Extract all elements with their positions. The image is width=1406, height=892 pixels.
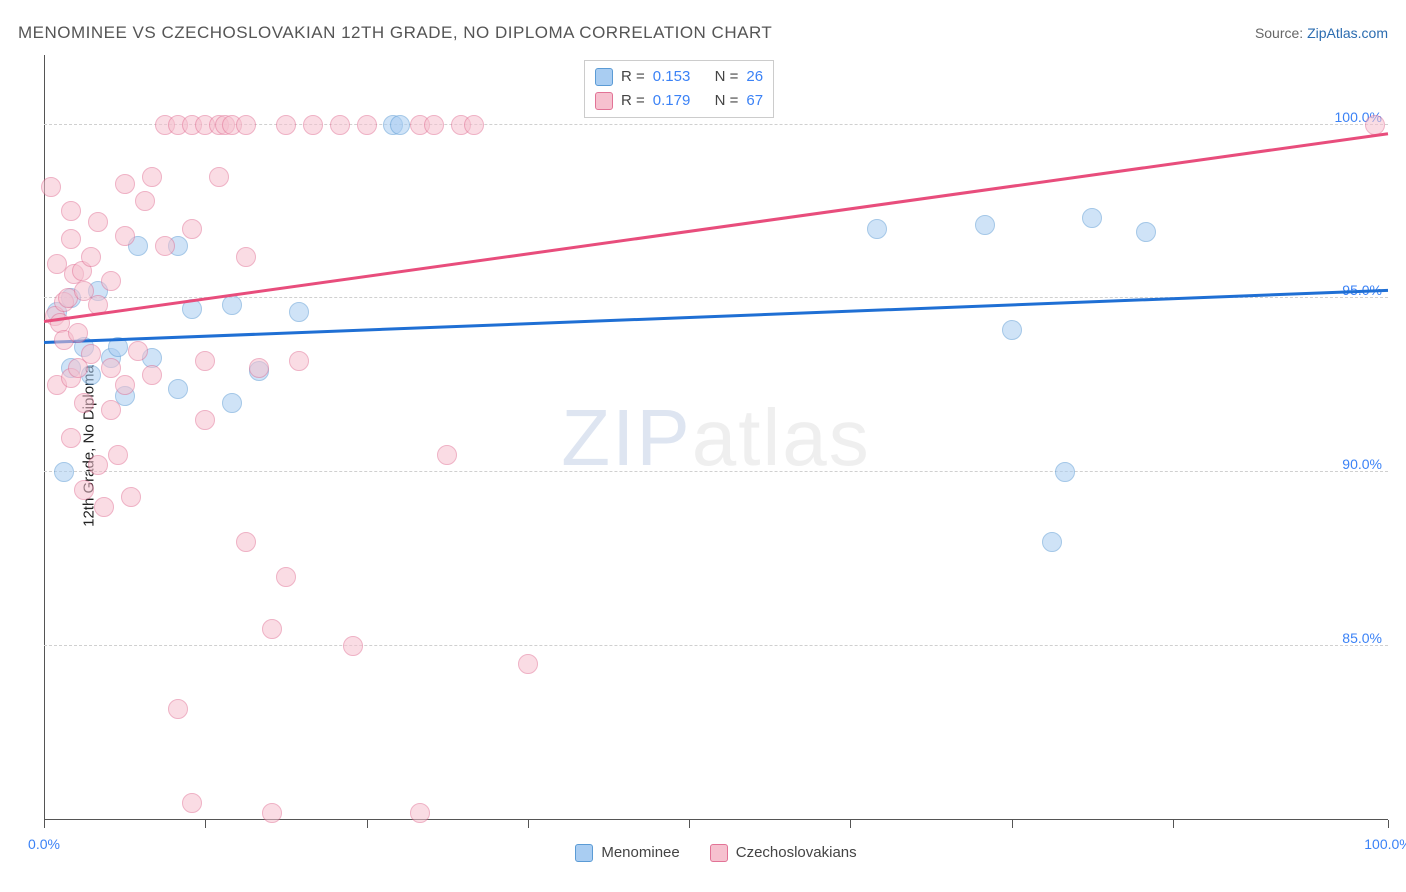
data-point: [236, 115, 256, 135]
series-legend: Menominee Czechoslovakians: [44, 844, 1388, 862]
x-tick: [850, 820, 851, 828]
plot-area: ZIPatlas R = 0.153 N = 26 R = 0.179 N = …: [44, 55, 1388, 820]
data-point: [142, 167, 162, 187]
data-point: [182, 793, 202, 813]
data-point: [61, 229, 81, 249]
data-point: [128, 341, 148, 361]
data-point: [81, 247, 101, 267]
legend-row-menominee: R = 0.153 N = 26: [595, 65, 763, 89]
data-point: [61, 428, 81, 448]
data-point: [195, 351, 215, 371]
gridline: [44, 471, 1388, 472]
legend-swatch-icon: [710, 844, 728, 862]
data-point: [108, 445, 128, 465]
legend-row-czech: R = 0.179 N = 67: [595, 89, 763, 113]
data-point: [121, 487, 141, 507]
chart-container: MENOMINEE VS CZECHOSLOVAKIAN 12TH GRADE,…: [0, 0, 1406, 892]
gridline: [44, 645, 1388, 646]
data-point: [1002, 320, 1022, 340]
data-point: [168, 699, 188, 719]
x-tick: [205, 820, 206, 828]
source-link[interactable]: ZipAtlas.com: [1307, 25, 1388, 41]
data-point: [276, 115, 296, 135]
header: MENOMINEE VS CZECHOSLOVAKIAN 12TH GRADE,…: [18, 18, 1388, 48]
data-point: [518, 654, 538, 674]
legend-swatch-icon: [595, 68, 613, 86]
data-point: [1365, 115, 1385, 135]
data-point: [222, 295, 242, 315]
y-tick-label: 90.0%: [1342, 456, 1382, 472]
data-point: [115, 226, 135, 246]
data-point: [54, 462, 74, 482]
data-point: [1042, 532, 1062, 552]
data-point: [222, 393, 242, 413]
data-point: [975, 215, 995, 235]
data-point: [1055, 462, 1075, 482]
data-point: [1082, 208, 1102, 228]
x-tick: [1012, 820, 1013, 828]
data-point: [142, 365, 162, 385]
x-tick: [1388, 820, 1389, 828]
x-tick: [689, 820, 690, 828]
x-tick: [367, 820, 368, 828]
data-point: [195, 410, 215, 430]
data-point: [155, 236, 175, 256]
legend-item-menominee: Menominee: [575, 844, 679, 862]
data-point: [410, 803, 430, 823]
data-point: [236, 532, 256, 552]
data-point: [330, 115, 350, 135]
data-point: [74, 393, 94, 413]
data-point: [74, 480, 94, 500]
legend-item-czech: Czechoslovakians: [710, 844, 857, 862]
data-point: [101, 358, 121, 378]
source-citation: Source: ZipAtlas.com: [1255, 25, 1388, 41]
x-tick: [528, 820, 529, 828]
data-point: [303, 115, 323, 135]
data-point: [135, 191, 155, 211]
correlation-legend: R = 0.153 N = 26 R = 0.179 N = 67: [584, 60, 774, 118]
data-point: [276, 567, 296, 587]
x-tick: [1173, 820, 1174, 828]
x-tick-label: 100.0%: [1364, 836, 1406, 852]
data-point: [182, 219, 202, 239]
data-point: [101, 400, 121, 420]
data-point: [81, 344, 101, 364]
data-point: [168, 379, 188, 399]
data-point: [1136, 222, 1156, 242]
x-tick: [44, 820, 45, 828]
legend-swatch-icon: [595, 92, 613, 110]
data-point: [289, 351, 309, 371]
data-point: [94, 497, 114, 517]
data-point: [61, 201, 81, 221]
data-point: [115, 174, 135, 194]
y-tick-label: 85.0%: [1342, 630, 1382, 646]
data-point: [357, 115, 377, 135]
data-point: [209, 167, 229, 187]
data-point: [236, 247, 256, 267]
data-point: [115, 375, 135, 395]
data-point: [101, 271, 121, 291]
data-point: [88, 455, 108, 475]
data-point: [41, 177, 61, 197]
data-point: [249, 358, 269, 378]
data-point: [88, 212, 108, 232]
data-point: [343, 636, 363, 656]
data-point: [424, 115, 444, 135]
data-point: [262, 803, 282, 823]
data-point: [289, 302, 309, 322]
legend-swatch-icon: [575, 844, 593, 862]
data-point: [390, 115, 410, 135]
data-point: [68, 323, 88, 343]
x-tick-label: 0.0%: [28, 836, 60, 852]
data-point: [464, 115, 484, 135]
axis-border: [44, 55, 1388, 820]
data-point: [867, 219, 887, 239]
chart-title: MENOMINEE VS CZECHOSLOVAKIAN 12TH GRADE,…: [18, 23, 772, 43]
data-point: [437, 445, 457, 465]
data-point: [262, 619, 282, 639]
